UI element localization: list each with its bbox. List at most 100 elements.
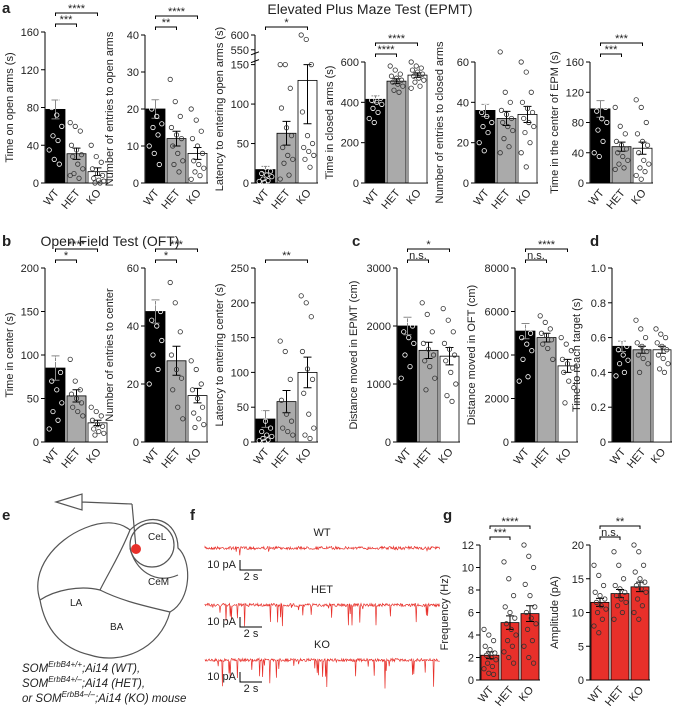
x-tick-label: KO bbox=[629, 187, 649, 207]
data-point bbox=[151, 150, 157, 156]
data-point bbox=[196, 161, 202, 168]
data-point bbox=[486, 632, 492, 638]
data-point bbox=[408, 85, 414, 91]
x-tick-label: KO bbox=[294, 187, 314, 207]
data-point bbox=[309, 376, 316, 382]
y-tick-label: 60 bbox=[127, 263, 139, 275]
error-bar bbox=[303, 356, 312, 389]
data-point bbox=[654, 340, 660, 346]
bar bbox=[652, 349, 672, 443]
data-point bbox=[486, 670, 492, 676]
data-point bbox=[530, 564, 537, 571]
data-point bbox=[656, 366, 663, 372]
data-point bbox=[497, 49, 503, 55]
data-point bbox=[93, 408, 99, 415]
recorded-cell bbox=[131, 544, 141, 554]
y-tick-label: 2000 bbox=[485, 394, 509, 406]
significance-label: **** bbox=[168, 6, 186, 18]
scale-label: 10 pA bbox=[207, 616, 236, 628]
data-point bbox=[304, 366, 311, 372]
data-point bbox=[643, 119, 649, 126]
data-point bbox=[67, 172, 73, 179]
data-point bbox=[412, 79, 418, 85]
data-point bbox=[192, 424, 198, 431]
data-point bbox=[615, 347, 622, 353]
data-point bbox=[97, 180, 103, 186]
data-point bbox=[481, 626, 487, 632]
data-point bbox=[571, 385, 577, 391]
data-point bbox=[510, 127, 516, 134]
error-bar bbox=[445, 346, 454, 366]
significance-bracket bbox=[155, 248, 198, 252]
data-point bbox=[277, 338, 283, 344]
data-point bbox=[196, 416, 202, 422]
data-point bbox=[658, 331, 664, 337]
bar bbox=[632, 349, 652, 443]
caption-text: ;Ai14 (KO) mouse bbox=[95, 693, 186, 705]
x-tick-label: HET bbox=[59, 187, 83, 212]
data-point bbox=[612, 104, 618, 110]
data-point bbox=[68, 391, 75, 397]
data-point bbox=[518, 59, 524, 65]
data-point bbox=[78, 152, 85, 158]
data-point bbox=[636, 369, 643, 375]
data-point bbox=[266, 401, 272, 407]
significance-label: *** bbox=[170, 239, 184, 251]
data-point bbox=[633, 172, 639, 179]
data-point bbox=[176, 169, 182, 175]
data-point bbox=[288, 418, 295, 424]
data-point bbox=[171, 161, 177, 168]
data-point bbox=[526, 308, 532, 315]
x-tick-label: KO bbox=[649, 446, 669, 466]
data-point bbox=[523, 69, 529, 75]
axis-break bbox=[250, 51, 260, 64]
data-point bbox=[298, 32, 304, 38]
y-axis-label: Time on open arms (s) bbox=[4, 52, 16, 162]
y-tick-label: 200 bbox=[21, 263, 39, 275]
data-point bbox=[154, 113, 160, 120]
significance-label: * bbox=[64, 250, 69, 262]
significance-bracket bbox=[155, 26, 177, 30]
data-point bbox=[508, 115, 515, 122]
data-point bbox=[440, 305, 446, 312]
la-border bbox=[39, 529, 131, 601]
data-point bbox=[561, 369, 567, 375]
data-point bbox=[306, 411, 312, 417]
y-tick-label: 160 bbox=[566, 57, 584, 69]
y-tick-label: 8000 bbox=[485, 263, 509, 275]
data-point bbox=[414, 69, 421, 75]
y-tick-label: 0 bbox=[503, 437, 509, 449]
significance-label: **** bbox=[68, 3, 86, 15]
data-point bbox=[636, 616, 642, 622]
current-trace bbox=[204, 657, 440, 689]
region-label: BA bbox=[110, 622, 124, 633]
data-point bbox=[311, 152, 317, 158]
data-point bbox=[285, 428, 291, 435]
data-point bbox=[558, 334, 564, 341]
data-point bbox=[390, 79, 396, 85]
data-point bbox=[72, 123, 78, 129]
data-point bbox=[177, 329, 183, 335]
data-point bbox=[286, 172, 292, 178]
data-point bbox=[526, 553, 532, 559]
data-point bbox=[615, 150, 621, 156]
data-point bbox=[502, 604, 508, 610]
y-tick-label: 100 bbox=[231, 367, 249, 379]
data-point bbox=[602, 596, 608, 602]
region-label: CeM bbox=[148, 577, 169, 588]
y-tick-label: 0.2 bbox=[591, 402, 606, 414]
error-bar bbox=[371, 95, 380, 104]
significance-bracket bbox=[155, 15, 198, 19]
data-point bbox=[611, 616, 617, 622]
y-tick-label: 8 bbox=[468, 585, 474, 597]
data-point bbox=[625, 157, 631, 163]
data-point bbox=[67, 356, 73, 362]
caption-line: SOMErbB4+/+;Ai14 (WT), bbox=[22, 660, 140, 675]
data-point bbox=[257, 160, 264, 166]
data-point bbox=[277, 61, 283, 68]
data-point bbox=[444, 392, 450, 399]
data-point bbox=[510, 593, 517, 599]
significance-label: * bbox=[426, 239, 431, 251]
data-point bbox=[189, 387, 196, 393]
